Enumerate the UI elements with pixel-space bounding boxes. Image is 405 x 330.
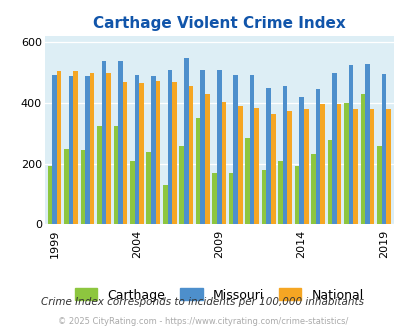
Bar [80,150,85,224]
Bar [162,185,167,224]
Bar [97,126,101,224]
Bar [64,149,68,224]
Bar [228,173,233,224]
Bar [343,103,348,224]
Bar [270,114,275,224]
Bar [52,75,57,224]
Bar [381,74,385,224]
Bar [188,86,193,224]
Bar [287,111,291,224]
Bar [122,82,127,224]
Bar [73,71,78,224]
Text: Crime Index corresponds to incidents per 100,000 inhabitants: Crime Index corresponds to incidents per… [41,297,364,307]
Bar [310,154,315,224]
Bar [195,118,200,224]
Bar [315,89,320,224]
Bar [385,110,390,224]
Bar [294,166,298,224]
Bar [245,138,249,224]
Bar [68,76,73,224]
Bar [118,61,122,224]
Bar [151,76,155,224]
Bar [155,81,160,224]
Bar [101,61,106,224]
Bar [277,161,282,224]
Bar [249,75,254,224]
Bar [298,97,303,224]
Bar [57,71,61,224]
Bar [254,108,258,224]
Bar [233,75,237,224]
Bar [360,94,364,224]
Bar [216,70,221,224]
Bar [167,70,172,224]
Bar [106,73,111,224]
Bar [282,86,287,224]
Bar [172,82,176,224]
Bar [47,166,52,224]
Bar [376,146,381,224]
Bar [200,70,205,224]
Bar [146,152,151,224]
Bar [237,106,242,224]
Bar [113,126,118,224]
Bar [205,94,209,224]
Bar [85,76,90,224]
Bar [320,104,324,224]
Bar [90,73,94,224]
Bar [261,170,266,224]
Legend: Carthage, Missouri, National: Carthage, Missouri, National [70,283,368,307]
Bar [369,110,373,224]
Bar [183,58,188,224]
Title: Carthage Violent Crime Index: Carthage Violent Crime Index [93,16,345,31]
Bar [179,146,183,224]
Bar [212,173,216,224]
Bar [134,75,139,224]
Bar [327,140,331,224]
Bar [266,88,270,224]
Bar [221,102,226,224]
Bar [130,161,134,224]
Bar [303,109,308,224]
Bar [139,83,143,224]
Text: © 2025 CityRating.com - https://www.cityrating.com/crime-statistics/: © 2025 CityRating.com - https://www.city… [58,317,347,326]
Bar [352,110,357,224]
Bar [331,73,336,224]
Bar [364,64,369,224]
Bar [348,65,352,224]
Bar [336,104,341,224]
